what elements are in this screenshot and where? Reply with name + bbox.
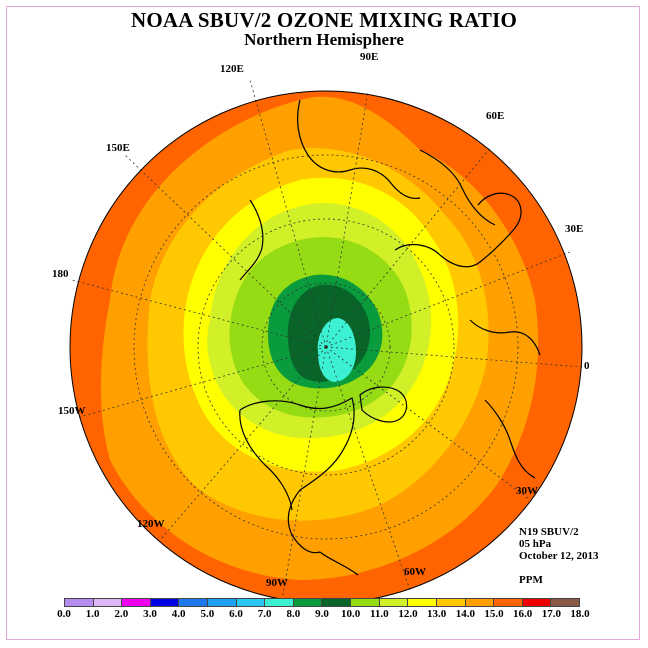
coastlines bbox=[239, 99, 541, 576]
ozone-field bbox=[70, 91, 582, 603]
lon-label-150e: 150E bbox=[106, 142, 130, 154]
colorbar-tick-label: 11.0 bbox=[370, 608, 389, 620]
lon-label-0: 0 bbox=[584, 360, 590, 372]
lon-label-150w: 150W bbox=[58, 405, 86, 417]
colorbar-tick-label: 13.0 bbox=[427, 608, 447, 620]
colorbar-tick-label: 3.0 bbox=[143, 608, 157, 620]
colorbar-tick-label: 5.0 bbox=[200, 608, 215, 620]
colorbar-swatch bbox=[465, 599, 495, 606]
instrument-label: N19 SBUV/2 bbox=[519, 526, 579, 538]
map-subtitle: Northern Hemisphere bbox=[244, 30, 404, 49]
colorbar-swatch bbox=[551, 599, 579, 606]
colorbar-swatch bbox=[379, 599, 409, 606]
colorbar-swatch bbox=[436, 599, 466, 606]
lon-label-120w: 120W bbox=[137, 518, 165, 530]
colorbar-tick-label: 8.0 bbox=[286, 608, 301, 620]
date-label: October 12, 2013 bbox=[519, 550, 599, 562]
colorbar-tick-label: 7.0 bbox=[257, 608, 272, 620]
colorbar-tick-label: 0.0 bbox=[57, 608, 71, 620]
colorbar-tick-label: 4.0 bbox=[171, 608, 186, 620]
lon-label-30w: 30W bbox=[516, 485, 538, 497]
lon-label-90w: 90W bbox=[266, 577, 288, 589]
colorbar-tick-label: 18.0 bbox=[570, 608, 590, 620]
lon-label-60w: 60W bbox=[404, 566, 426, 578]
colorbar-tick-label: 16.0 bbox=[513, 608, 533, 620]
colorbar-swatch bbox=[408, 599, 437, 606]
colorbar-tick-label: 1.0 bbox=[85, 608, 100, 620]
colorbar-tick-label: 2.0 bbox=[114, 608, 129, 620]
colorbar-tick-label: 17.0 bbox=[541, 608, 561, 620]
colorbar-swatch bbox=[93, 599, 123, 606]
colorbar-tick-label: 9.0 bbox=[315, 608, 329, 620]
lon-label-180: 180 bbox=[52, 268, 69, 280]
band-7 bbox=[317, 318, 356, 382]
lon-label-90e: 90E bbox=[360, 51, 379, 63]
pressure-level-label: 05 hPa bbox=[519, 538, 552, 550]
map-title: NOAA SBUV/2 OZONE MIXING RATIO bbox=[131, 8, 517, 32]
colorbar-swatch bbox=[122, 599, 151, 606]
colorbar-tick-label: 12.0 bbox=[398, 608, 418, 620]
lon-label-120e: 120E bbox=[220, 63, 244, 75]
colorbar-swatch bbox=[351, 599, 380, 606]
colorbar-swatch bbox=[265, 599, 294, 606]
colorbar-swatch bbox=[179, 599, 209, 606]
lon-label-30e: 30E bbox=[565, 223, 584, 235]
colorbar bbox=[64, 598, 580, 607]
colorbar-swatch bbox=[236, 599, 266, 606]
colorbar-tick-label: 10.0 bbox=[341, 608, 361, 620]
lon-label-60e: 60E bbox=[486, 110, 505, 122]
colorbar-swatch bbox=[208, 599, 237, 606]
colorbar-swatch bbox=[522, 599, 552, 606]
colorbar-swatch bbox=[150, 599, 180, 606]
colorbar-tick-label: 6.0 bbox=[229, 608, 243, 620]
colorbar-swatch bbox=[65, 599, 94, 606]
colorbar-swatch bbox=[293, 599, 323, 606]
plot-frame bbox=[6, 6, 640, 640]
units-label: PPM bbox=[519, 574, 543, 586]
colorbar-tick-label: 15.0 bbox=[484, 608, 504, 620]
colorbar-ticks: 0.0 1.0 2.0 3.0 4.0 5.0 6.0 7.0 8.0 9.0 10.0 11.0 12… bbox=[0, 608, 648, 622]
colorbar-swatch bbox=[322, 599, 352, 606]
colorbar-tick-label: 14.0 bbox=[455, 608, 475, 620]
graticule bbox=[71, 79, 583, 601]
colorbar-swatch bbox=[494, 599, 523, 606]
